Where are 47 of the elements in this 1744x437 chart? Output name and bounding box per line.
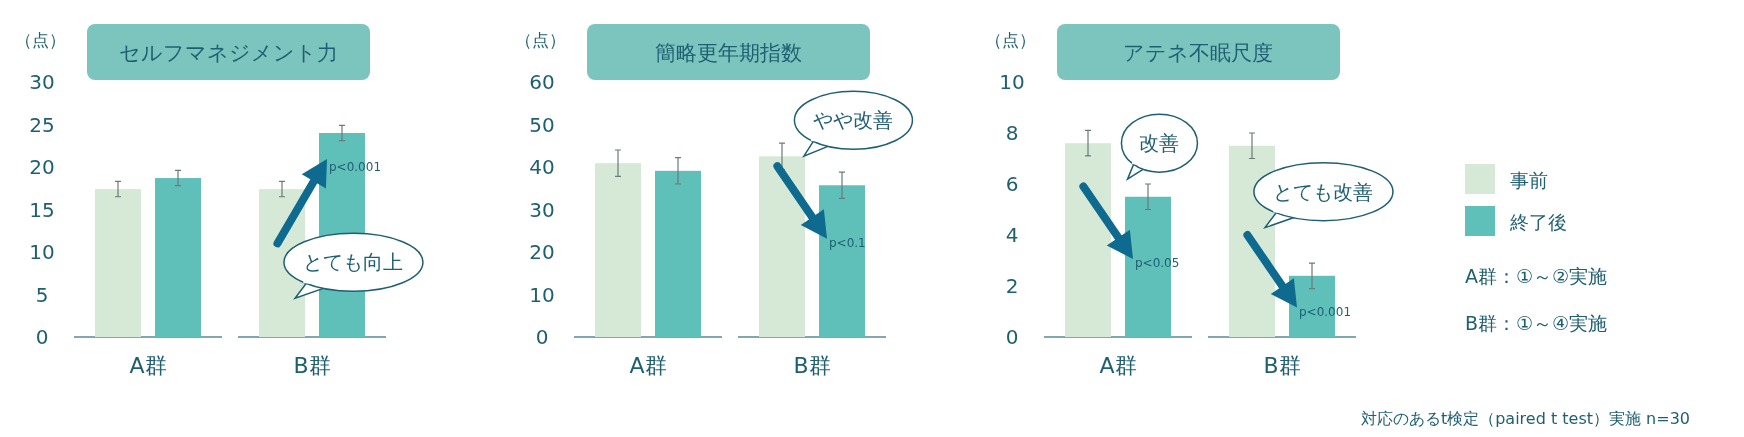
y-tick-label: 4 (1005, 223, 1019, 247)
y-axis-title: （点） (984, 30, 1036, 50)
y-axis-title: （点） (514, 30, 566, 50)
y-tick-label: 40 (529, 155, 555, 179)
y-tick-label: 20 (29, 155, 55, 179)
chart-title: アテネ不眠尺度 (1123, 41, 1273, 65)
x-tick-label: A群 (129, 353, 167, 378)
annotation: やや改善 (813, 108, 894, 133)
x-tick-label: A群 (629, 353, 667, 378)
legend-label: 終了後 (1509, 211, 1567, 233)
y-tick-label: 15 (29, 197, 55, 222)
y-tick-label: 30 (529, 197, 555, 222)
bar (595, 163, 641, 337)
text: B群：①～④実施 (1465, 312, 1608, 334)
y-axis-title: （点） (14, 30, 66, 50)
y-tick-label: 10 (529, 282, 555, 307)
y-tick-label: 60 (529, 70, 555, 94)
chart-title: 簡略更年期指数 (654, 41, 802, 65)
annotation: とても向上 (303, 250, 404, 275)
annotation: p<0.1 (829, 235, 866, 250)
text: A群：①～②実施 (1465, 265, 1608, 287)
annotation: とても改善 (1273, 179, 1374, 204)
bar (655, 170, 701, 337)
y-tick-label: 5 (35, 282, 49, 307)
y-tick-label: 50 (529, 112, 555, 137)
bar (95, 189, 141, 337)
x-tick-label: B群 (1263, 353, 1301, 378)
bar (155, 178, 201, 337)
bar (819, 185, 865, 337)
text: 対応のあるt検定（paired t test）実施 n=30 (1360, 409, 1690, 428)
y-tick-label: 20 (529, 240, 555, 264)
y-tick-label: 10 (999, 70, 1025, 94)
legend-label: 事前 (1510, 169, 1548, 191)
y-tick-label: 10 (29, 240, 55, 264)
y-tick-label: 25 (29, 112, 55, 137)
y-tick-label: 0 (1005, 325, 1019, 349)
x-tick-label: A群 (1099, 353, 1137, 378)
x-tick-label: B群 (793, 353, 831, 378)
x-tick-label: B群 (293, 353, 331, 378)
y-tick-label: 6 (1005, 172, 1019, 196)
chart-title: セルフマネジメント力 (118, 41, 338, 65)
y-tick-label: 0 (35, 325, 49, 349)
y-tick-label: 8 (1005, 121, 1019, 145)
y-tick-label: 30 (29, 70, 55, 94)
y-tick-label: 2 (1005, 274, 1019, 298)
y-tick-label: 0 (535, 325, 549, 349)
annotation: 改善 (1139, 131, 1180, 156)
